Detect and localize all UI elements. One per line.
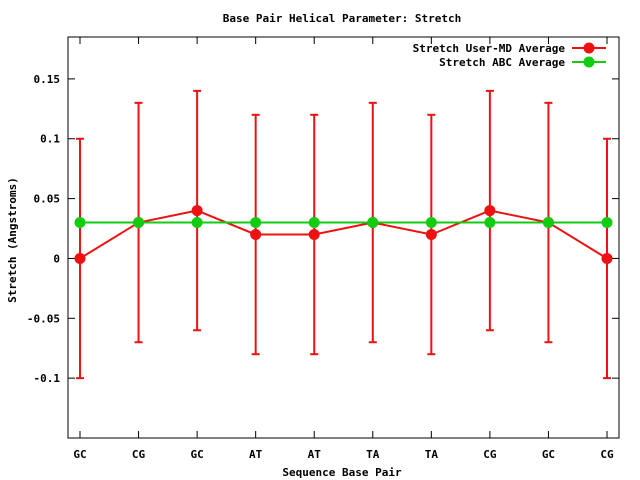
y-tick-label: 0.1 [40, 133, 60, 146]
x-axis-label: Sequence Base Pair [282, 466, 402, 479]
y-tick-label: 0.15 [34, 73, 61, 86]
legend-marker-abc [583, 56, 595, 68]
x-tick-label: GC [73, 448, 86, 461]
chart-title: Base Pair Helical Parameter: Stretch [223, 12, 461, 25]
data-point-user-md [425, 229, 437, 241]
data-point-abc [601, 217, 613, 229]
x-tick-label: CG [483, 448, 497, 461]
y-tick-label: -0.05 [27, 312, 60, 325]
x-tick-label: AT [308, 448, 322, 461]
data-point-user-md [484, 205, 496, 217]
data-point-abc [367, 217, 379, 229]
plot-area: -0.1 -0.05 0 0.05 0.1 0.15 GC CG GC AT AT TA TA CG GC C… [27, 36, 620, 461]
legend-marker-user-md [583, 42, 595, 54]
legend-item-user-md: Stretch User-MD Average [413, 42, 606, 55]
series-line-user-md [79, 209, 608, 260]
x-tick-label: CG [600, 448, 614, 461]
x-tick-label: GC [542, 448, 555, 461]
data-point-abc [74, 217, 86, 229]
legend-label-user-md: Stretch User-MD Average [413, 42, 566, 55]
legend: Stretch User-MD Average Stretch ABC Aver… [413, 42, 606, 69]
data-point-abc [133, 217, 145, 229]
legend-label-abc: Stretch ABC Average [439, 56, 565, 69]
x-tick-label: AT [249, 448, 263, 461]
x-tick-label: CG [132, 448, 146, 461]
x-tick-label: TA [425, 448, 439, 461]
data-point-user-md [74, 252, 86, 264]
y-tick-label: 0 [53, 252, 60, 265]
plot-frame [67, 36, 620, 439]
y-tick-label: 0.05 [34, 193, 61, 206]
y-tick-label: -0.1 [34, 372, 61, 385]
data-point-abc [191, 217, 203, 229]
data-point-abc [484, 217, 496, 229]
data-point-user-md [308, 229, 320, 241]
data-point-abc [250, 217, 262, 229]
data-point-abc [425, 217, 437, 229]
data-point-abc [542, 217, 554, 229]
data-point-user-md [250, 229, 262, 241]
y-axis-label: Stretch (Angstroms) [6, 177, 19, 303]
x-tick-label: GC [190, 448, 203, 461]
x-tick-label: TA [366, 448, 380, 461]
data-point-user-md [191, 205, 203, 217]
legend-item-abc: Stretch ABC Average [439, 56, 606, 69]
data-point-abc [308, 217, 320, 229]
data-point-user-md [601, 252, 613, 264]
